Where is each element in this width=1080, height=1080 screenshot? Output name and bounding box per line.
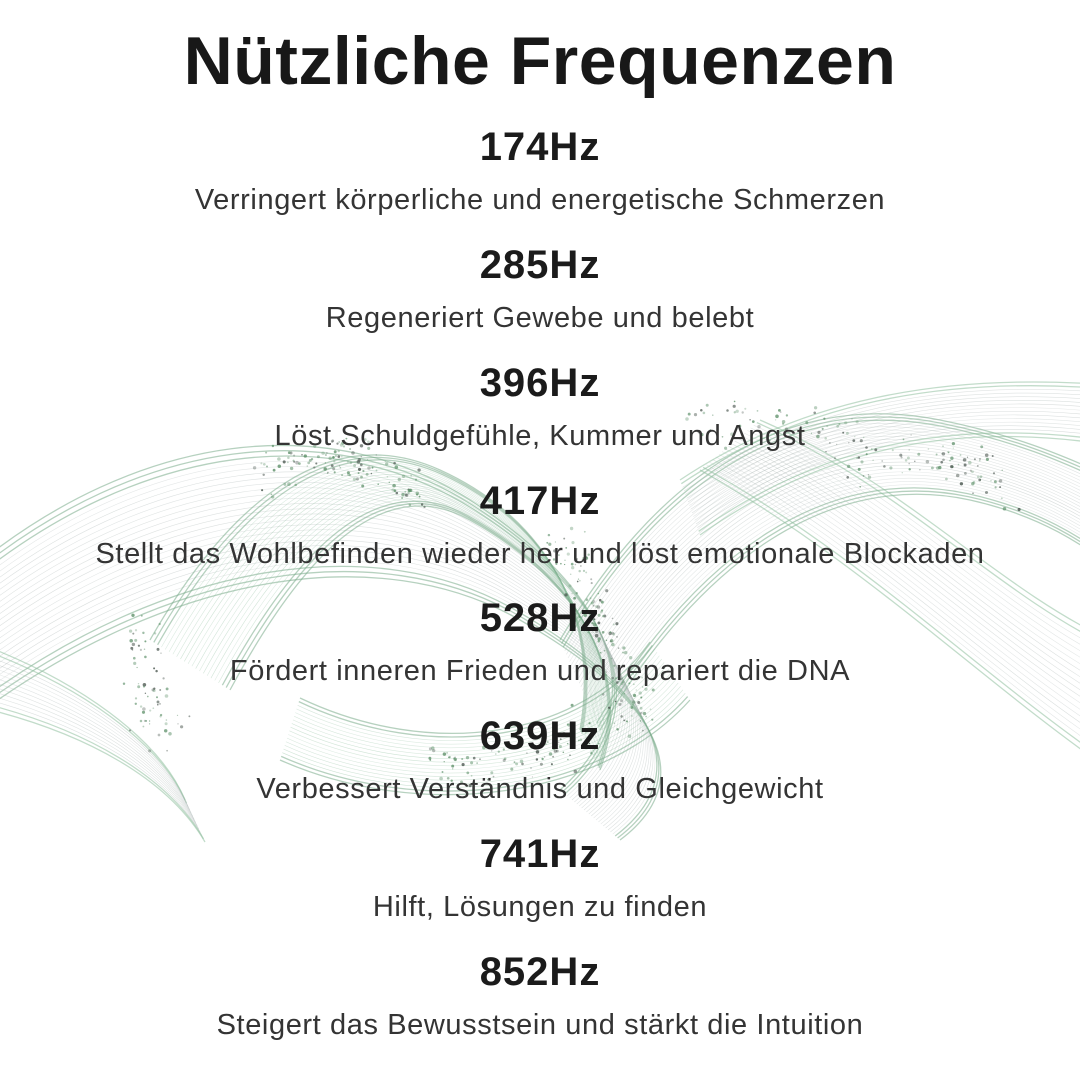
frequency-item: 285Hz Regeneriert Gewebe und belebt (0, 218, 1080, 336)
frequency-description: Verbessert Verständnis und Gleichgewicht (256, 773, 824, 806)
frequency-description: Regeneriert Gewebe und belebt (325, 301, 755, 334)
frequency-item: 852Hz Steigert das Bewusstsein und stärk… (0, 925, 1080, 1043)
frequency-description: Stellt das Wohlbefinden wieder her und l… (95, 537, 985, 570)
frequency-value: 852Hz (479, 949, 601, 994)
frequency-description: Hilft, Lösungen zu finden (372, 890, 708, 923)
frequency-item: 396Hz Löst Schuldgefühle, Kummer und Ang… (0, 336, 1080, 454)
frequency-value: 174Hz (479, 125, 601, 170)
frequency-item: 528Hz Fördert inneren Frieden und repari… (0, 571, 1080, 689)
frequency-value: 417Hz (479, 478, 601, 523)
frequency-item: 417Hz Stellt das Wohlbefinden wieder her… (0, 454, 1080, 572)
frequency-value: 741Hz (479, 831, 601, 876)
frequency-description: Steigert das Bewusstsein und stärkt die … (216, 1008, 864, 1041)
frequency-description: Verringert körperliche und energetische … (194, 184, 886, 217)
frequency-item: 741Hz Hilft, Lösungen zu finden (0, 807, 1080, 925)
frequency-value: 396Hz (479, 360, 601, 405)
frequency-value: 528Hz (479, 596, 601, 641)
frequency-description: Fördert inneren Frieden und repariert di… (229, 655, 851, 688)
page-title: Nützliche Frequenzen (183, 23, 897, 99)
frequency-value: 639Hz (479, 714, 601, 759)
frequency-description: Löst Schuldgefühle, Kummer und Angst (274, 419, 806, 452)
frequency-value: 285Hz (479, 242, 601, 287)
frequency-item: 174Hz Verringert körperliche und energet… (0, 100, 1080, 218)
frequency-item: 639Hz Verbessert Verständnis und Gleichg… (0, 689, 1080, 807)
